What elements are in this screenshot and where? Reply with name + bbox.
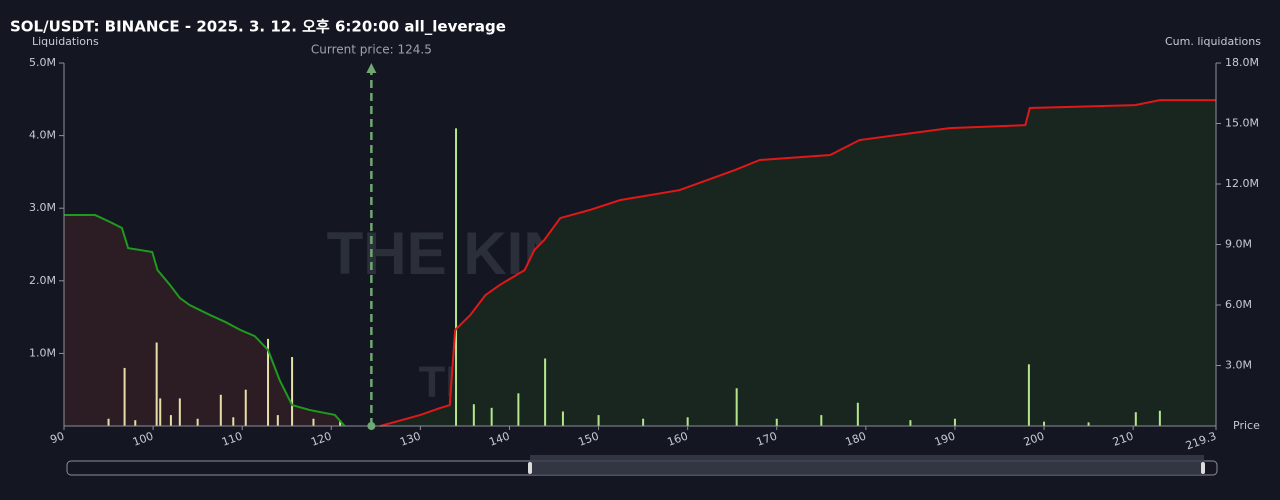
area [380,100,1216,427]
bar [169,415,172,426]
y2-tick-label: 3.0M [1225,359,1252,372]
line [380,99,1216,427]
bar [267,338,270,426]
bar [775,418,778,426]
y2-axis-label: Cum. liquidations [1165,35,1261,48]
chart-title: SOL/USDT: BINANCE - 2025. 3. 12. 오후 6:20… [10,18,506,36]
bar [1043,421,1046,426]
y2-tick-label: 12.0M [1225,177,1259,190]
current-price-dot [367,422,376,430]
bar [597,415,600,426]
bar [1027,364,1030,426]
bar [472,404,475,426]
y2-tick-label: 18.0M [1225,56,1259,69]
x-tick-label: 200 [1022,429,1046,448]
bar [953,418,956,426]
bar [856,402,859,426]
scrollbar[interactable] [66,455,1218,476]
bar [561,411,564,426]
bar [642,418,645,426]
x-tick-label: 140 [487,429,511,448]
bar [686,417,689,426]
bar [490,407,493,426]
x-tick-label: 150 [576,429,600,448]
y-tick-label: 2.0M [29,274,56,287]
scroll-window[interactable] [530,455,1204,475]
bar [820,415,823,426]
x-tick-label: 110 [220,429,244,448]
y-axis-label: Liquidations [32,35,99,48]
x-tick-label: 219.3 [1184,429,1218,452]
bar [244,389,247,426]
bar [909,420,912,426]
bar [155,342,158,426]
x-tick-label: 120 [309,429,333,448]
x-axis-label: Price [1233,419,1260,432]
x-tick-label: 180 [844,429,868,448]
area [64,215,345,426]
bar [1158,410,1161,426]
bar [339,420,342,426]
x-tick-label: 210 [1111,429,1135,448]
bar [107,418,110,426]
y-tick-label: 4.0M [29,129,56,142]
x-tick-label: 100 [131,429,155,448]
bar [123,367,126,426]
x-tick-label: 190 [933,429,957,448]
scroll-handle[interactable] [1201,462,1205,474]
bar [159,398,162,426]
annotation: Current price: 124.5 [311,43,432,57]
x-tick-label: 160 [666,429,690,448]
bar [134,420,137,426]
y-tick-label: 5.0M [29,56,56,69]
bar [291,357,294,426]
y-tick-label: 3.0M [29,201,56,214]
y2-tick-label: 9.0M [1225,238,1252,251]
x-tick-label: 170 [755,429,779,448]
bar [1134,412,1137,426]
bar [312,418,315,426]
bar [455,128,458,426]
y-tick-label: 1.0M [29,346,56,359]
bar [219,394,222,426]
bar [1087,422,1090,426]
bar [276,415,279,426]
bar [517,393,520,426]
current-price-arrow [366,63,377,73]
bar [196,418,199,426]
scroll-handle[interactable] [528,462,532,474]
bar [232,417,235,426]
bar [735,388,738,426]
bar [544,358,547,426]
line [64,214,346,427]
y2-tick-label: 6.0M [1225,298,1252,311]
bar [178,398,181,426]
x-tick-label: 90 [48,429,66,446]
y2-tick-label: 15.0M [1225,117,1259,130]
x-tick-label: 130 [398,429,422,448]
